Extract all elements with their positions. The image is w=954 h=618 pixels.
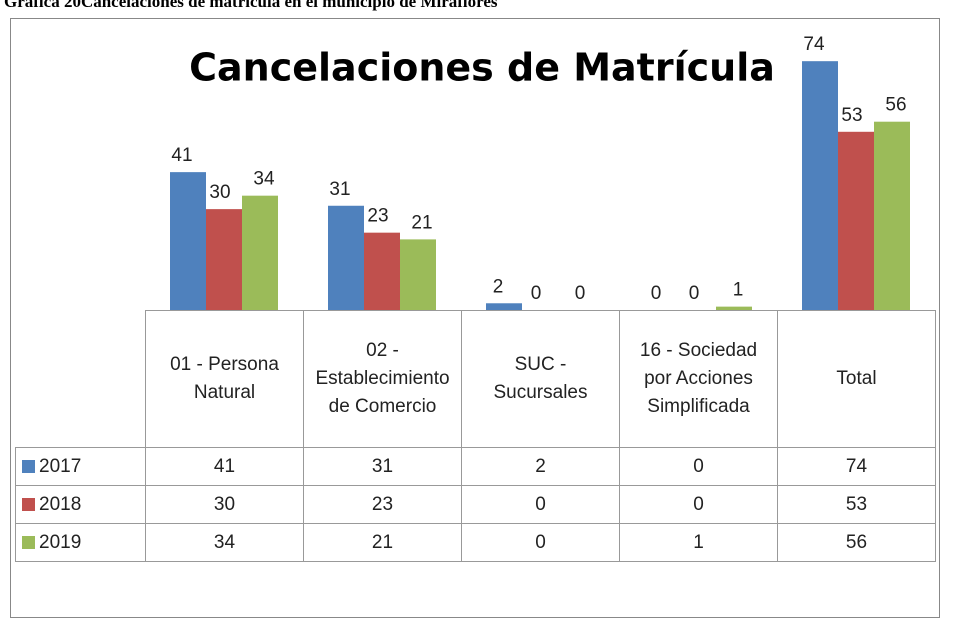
page: {"caption": "Gráfica 20Cancelaciones de … (4, 0, 940, 618)
table-value: 53 (777, 485, 936, 524)
legend-swatch (22, 498, 35, 511)
chart-title: Cancelaciones de Matrícula (189, 46, 775, 90)
bar (716, 306, 752, 310)
data-label: 0 (531, 283, 542, 304)
table-value: 0 (619, 447, 778, 486)
legend-swatch (22, 536, 35, 549)
category-label: 16 - Sociedad por Acciones Simplificada (619, 310, 778, 448)
table-value: 34 (145, 523, 304, 562)
table-value: 0 (461, 485, 620, 524)
data-label: 74 (803, 34, 825, 55)
table-value: 21 (303, 523, 462, 562)
bar (364, 232, 400, 310)
data-label: 0 (689, 283, 700, 304)
legend-label: 2019 (39, 531, 82, 553)
bar (802, 61, 838, 310)
data-label: 21 (411, 212, 432, 233)
table-value: 1 (619, 523, 778, 562)
bar (400, 239, 436, 310)
data-label: 23 (367, 206, 388, 227)
table-value: 2 (461, 447, 620, 486)
data-label: 2 (493, 276, 504, 297)
bar (170, 172, 206, 310)
legend-entry: 2017 (15, 447, 146, 486)
bar (206, 209, 242, 310)
category-label: SUC - Sucursales (461, 310, 620, 448)
data-label: 30 (209, 182, 230, 203)
legend-label: 2018 (39, 493, 82, 515)
data-label: 0 (651, 283, 662, 304)
bar (328, 205, 364, 310)
caption: Gráfica 20Cancelaciones de matrícula en … (4, 0, 498, 11)
legend-entry: 2019 (15, 523, 146, 562)
table-value: 0 (461, 523, 620, 562)
category-label: 02 - Establecimiento de Comercio (303, 310, 462, 448)
data-label: 41 (171, 145, 192, 166)
table-value: 0 (619, 485, 778, 524)
data-label: 31 (329, 179, 350, 200)
bar (838, 131, 874, 310)
data-label: 53 (841, 105, 862, 126)
data-label: 1 (733, 280, 744, 301)
bar (486, 303, 522, 310)
table-value: 74 (777, 447, 936, 486)
table-value: 31 (303, 447, 462, 486)
legend-entry: 2018 (15, 485, 146, 524)
bar (242, 195, 278, 310)
category-label: 01 - Persona Natural (145, 310, 304, 448)
table-value: 56 (777, 523, 936, 562)
table-value: 23 (303, 485, 462, 524)
bar (874, 121, 910, 310)
data-label: 56 (885, 95, 906, 116)
data-label: 0 (575, 283, 586, 304)
legend-label: 2017 (39, 455, 82, 477)
table-value: 41 (145, 447, 304, 486)
legend-swatch (22, 460, 35, 473)
data-label: 34 (253, 169, 275, 190)
table-value: 30 (145, 485, 304, 524)
category-label: Total (777, 310, 936, 448)
